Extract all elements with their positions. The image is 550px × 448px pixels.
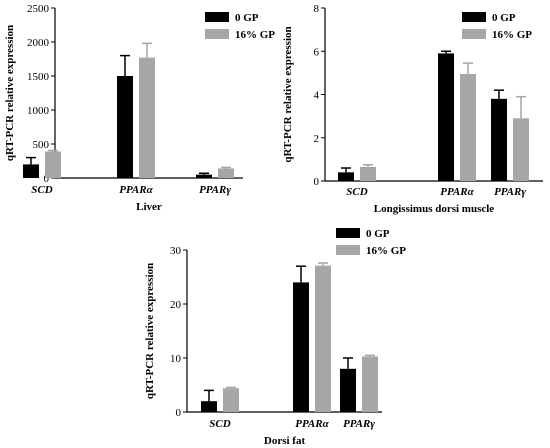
y-tick-label: 8 xyxy=(314,3,320,15)
x-tick-label: PPARα xyxy=(295,418,329,430)
x-tick-label: SCD xyxy=(209,418,230,430)
y-tick-label: 2500 xyxy=(27,3,50,15)
y-tick-label: 0 xyxy=(176,407,182,419)
bar-0gp-1 xyxy=(293,282,309,412)
legend-label: 0 GP xyxy=(366,228,390,240)
legend-swatch xyxy=(336,245,360,255)
y-tick-label: 500 xyxy=(33,139,50,151)
legend-swatch xyxy=(336,228,360,238)
bar-16gp-2 xyxy=(513,118,529,181)
y-tick-label: 2 xyxy=(314,133,320,145)
legend: 0 GP 16% GP xyxy=(205,12,275,41)
bar-16gp-1 xyxy=(460,73,476,181)
y-tick-label: 6 xyxy=(314,46,320,58)
bar-0gp-0 xyxy=(23,164,39,178)
y-axis-title: qRT-PCR relative expression xyxy=(144,263,156,399)
bar-16gp-0 xyxy=(45,151,61,178)
legend-label: 0 GP xyxy=(492,12,516,24)
y-tick-label: 4 xyxy=(314,90,320,102)
y-tick-label: 2000 xyxy=(27,37,50,49)
x-tick-label: PPARα xyxy=(119,184,153,196)
bar-16gp-0 xyxy=(223,388,239,412)
x-tick-label: PPARγ xyxy=(343,418,375,430)
y-tick-label: 20 xyxy=(170,299,182,311)
y-tick-label: 10 xyxy=(170,353,182,365)
chart-panel-liver: 0 500 1000 1500 2000 2500 qRT-PCR relative exp… xyxy=(4,3,275,213)
x-axis-title: Liver xyxy=(136,201,162,213)
x-tick-label: SCD xyxy=(346,186,367,198)
y-axis-title: qRT-PCR relative expression xyxy=(282,26,294,162)
x-tick-label: SCD xyxy=(31,184,52,196)
legend-label: 16% GP xyxy=(235,29,275,41)
legend: 0 GP 16% GP xyxy=(462,12,532,41)
bar-0gp-1 xyxy=(117,76,133,178)
bar-16gp-2 xyxy=(362,356,378,412)
bar-16gp-1 xyxy=(139,57,155,178)
bar-0gp-1 xyxy=(438,53,454,181)
y-tick-label: 30 xyxy=(170,245,182,257)
legend-swatch xyxy=(205,12,229,22)
bar-0gp-2 xyxy=(340,368,356,412)
y-tick-label: 1000 xyxy=(27,105,50,117)
y-tick-label: 0 xyxy=(44,173,50,185)
legend-swatch xyxy=(205,29,229,39)
legend-label: 0 GP xyxy=(235,12,259,24)
bar-16gp-1 xyxy=(315,265,331,412)
y-tick-label: 1500 xyxy=(27,71,50,83)
bar-16gp-2 xyxy=(218,168,234,178)
x-tick-label: PPARγ xyxy=(199,184,231,196)
bar-0gp-0 xyxy=(338,172,354,181)
bar-0gp-0 xyxy=(201,401,217,412)
bar-0gp-2 xyxy=(196,174,212,178)
bar-0gp-2 xyxy=(491,98,507,181)
legend-label: 16% GP xyxy=(492,29,532,41)
legend-swatch xyxy=(462,29,486,39)
y-axis-title: qRT-PCR relative expression xyxy=(4,25,16,161)
x-axis-title: Dorsi fat xyxy=(264,435,306,447)
legend-swatch xyxy=(462,12,486,22)
bar-16gp-0 xyxy=(360,166,376,181)
x-axis-title: Longissimus dorsi muscle xyxy=(374,203,495,215)
chart-panel-fat: 0 10 20 30 qRT-PCR relative expression SCD PPA… xyxy=(144,228,406,447)
x-tick-label: PPARα xyxy=(440,186,474,198)
x-tick-label: PPARγ xyxy=(494,186,526,198)
legend-label: 16% GP xyxy=(366,245,406,257)
legend: 0 GP 16% GP xyxy=(336,228,406,257)
y-tick-label: 0 xyxy=(314,176,320,188)
chart-panel-muscle: 0 2 4 6 8 qRT-PCR relative expression SCD PPARα… xyxy=(282,3,543,215)
